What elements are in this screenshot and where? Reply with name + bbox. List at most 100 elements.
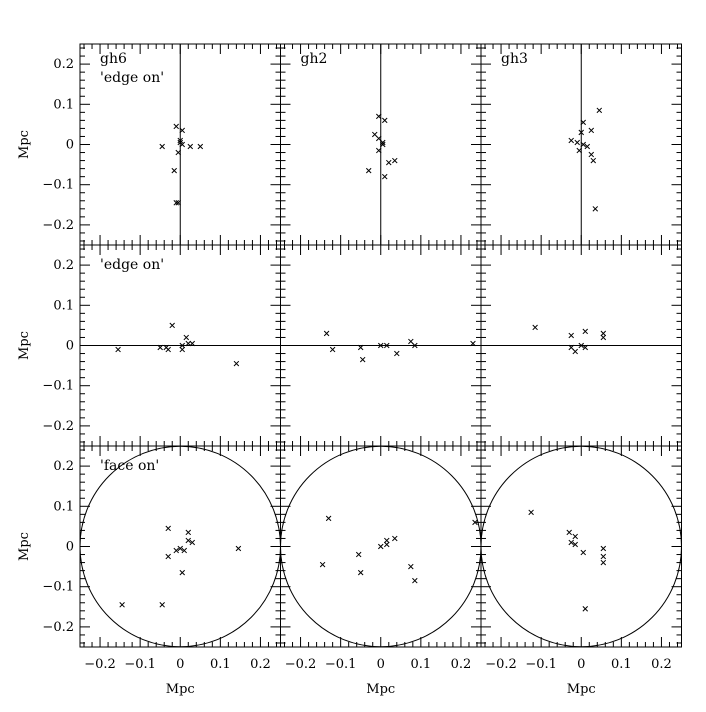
y-tick-label: −0.2 — [42, 218, 74, 233]
data-point — [572, 348, 578, 355]
data-point — [582, 328, 589, 335]
panel-frame — [79, 445, 281, 648]
data-point — [179, 346, 186, 353]
data-point — [392, 535, 398, 542]
panel-view-label: 'edge on' — [100, 257, 164, 273]
data-point — [412, 577, 418, 584]
data-point — [568, 539, 574, 546]
x-tick-label: 0.2 — [451, 657, 472, 672]
data-point — [600, 330, 607, 337]
data-point — [173, 547, 179, 554]
y-tick-label: −0.2 — [42, 419, 74, 434]
data-point — [382, 117, 388, 124]
x-tick-label: −0.2 — [485, 657, 517, 672]
data-point — [171, 167, 177, 174]
x-axis-title: Mpc — [567, 682, 596, 697]
y-tick-label: 0.2 — [53, 459, 74, 474]
data-point — [572, 533, 578, 540]
data-point — [532, 324, 538, 331]
data-point — [357, 344, 364, 351]
x-tick-label: 0.2 — [651, 657, 672, 672]
data-point — [185, 529, 192, 536]
panel-r1-c0: 'edge on' — [79, 244, 281, 447]
x-tick-label: 0.1 — [210, 657, 231, 672]
data-point — [588, 127, 595, 134]
panel-r1-c1 — [280, 244, 482, 447]
data-point — [323, 330, 330, 337]
panel-r0-c1: gh2 — [280, 43, 482, 246]
x-axis-title: Mpc — [366, 682, 395, 697]
y-tick-label: 0.1 — [53, 97, 74, 112]
data-point — [412, 342, 418, 349]
panel-view-label: 'face on' — [100, 458, 159, 474]
data-point — [600, 545, 607, 552]
y-tick-label: 0.2 — [53, 57, 74, 72]
data-point — [574, 139, 580, 146]
data-point — [380, 139, 386, 146]
x-tick-label: 0 — [577, 657, 585, 672]
y-tick-label: −0.1 — [42, 580, 74, 595]
data-point — [197, 143, 204, 150]
data-point — [159, 143, 165, 150]
panel-series-name: gh6 — [100, 51, 127, 67]
panel-view-label: 'edge on' — [100, 70, 164, 86]
x-tick-label: 0.2 — [250, 657, 271, 672]
data-point — [159, 602, 165, 608]
reference-circle — [280, 446, 481, 647]
y-tick-label: 0 — [66, 138, 74, 153]
x-tick-label: 0 — [377, 657, 385, 672]
data-point — [375, 113, 382, 120]
data-point — [185, 537, 192, 544]
data-point — [386, 159, 392, 166]
data-point — [179, 141, 186, 148]
panel-r0-c0: gh6 'edge on' — [79, 43, 281, 246]
data-point — [165, 525, 171, 532]
data-point — [382, 173, 388, 180]
x-tick-label: 0 — [176, 657, 184, 672]
data-point — [181, 547, 188, 554]
data-point — [329, 346, 336, 353]
data-point — [157, 344, 163, 351]
data-point — [189, 340, 196, 347]
data-point — [165, 553, 171, 560]
data-point — [119, 602, 125, 608]
y-axis-title: Mpc — [17, 130, 32, 159]
x-tick-label: −0.1 — [325, 657, 357, 672]
data-point — [359, 356, 366, 363]
y-tick-label: 0.1 — [53, 298, 74, 313]
data-point — [580, 549, 587, 556]
panel-r2-c1 — [280, 445, 482, 648]
panel-r0-c2: gh3 — [480, 43, 682, 246]
panel-r2-c2 — [480, 445, 682, 648]
data-point — [470, 340, 476, 347]
data-point — [582, 344, 589, 351]
data-point — [582, 606, 589, 612]
data-point — [377, 543, 384, 550]
data-point — [183, 334, 190, 341]
data-point — [177, 545, 184, 552]
x-axis-labels: −0.2 −0.1 0 0.1 0.2 Mpc −0.2 −0.1 0 0.1 0.2 Mpc −0.2… — [84, 657, 672, 697]
data-point — [365, 167, 372, 174]
data-point — [185, 340, 192, 347]
data-point — [380, 141, 386, 148]
data-point — [179, 569, 186, 576]
x-axis-title: Mpc — [166, 682, 195, 697]
data-point — [600, 559, 607, 566]
data-point — [377, 342, 384, 349]
data-point — [566, 529, 572, 536]
data-point — [596, 107, 603, 114]
data-point — [357, 569, 364, 576]
y-tick-label: 0 — [66, 339, 74, 354]
x-tick-label: 0.1 — [611, 657, 632, 672]
data-point — [578, 129, 585, 136]
data-point — [592, 206, 599, 212]
data-point — [384, 541, 390, 548]
data-point — [394, 350, 400, 357]
reference-circle — [481, 446, 682, 647]
data-point — [325, 515, 332, 522]
data-point — [177, 137, 184, 144]
y-tick-label: −0.1 — [42, 178, 74, 193]
data-point — [584, 143, 591, 150]
y-axis-labels: −0.2 −0.1 0 0.1 0.2 Mpc −0.2 −0.1 0 0.1 0.2 Mpc −0.2… — [17, 57, 74, 635]
